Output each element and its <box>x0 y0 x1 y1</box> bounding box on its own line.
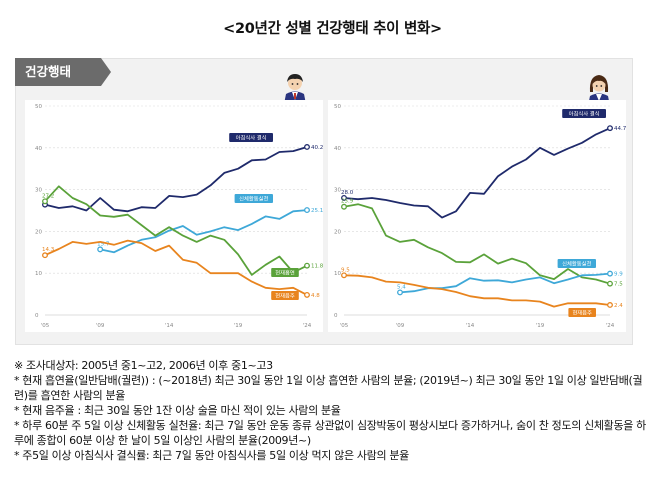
series-point <box>304 262 310 269</box>
series-line <box>399 272 611 294</box>
y-tick-label: 0 <box>35 313 39 319</box>
x-tick-label: '24 <box>303 323 312 329</box>
start-value-label: 14.3 <box>42 247 55 253</box>
y-tick-label: 30 <box>334 188 341 194</box>
y-tick-label: 0 <box>334 313 338 319</box>
series-point <box>607 280 613 287</box>
series-line <box>44 185 308 276</box>
end-value-label: 40.2 <box>311 145 323 151</box>
male-chart: 0 10 20 30 40 50 '05 '09 '14 '19 '24 40.2 25.1 15.7 11… <box>25 100 324 332</box>
series-name-box <box>234 194 273 203</box>
series-point <box>607 302 613 308</box>
note-smoking-definition: * 현재 흡연율(일반담배(궐련)) : (~2018년) 최근 30일 동안 … <box>14 374 643 402</box>
end-value-label: 9.9 <box>614 272 623 278</box>
page-title: <20년간 성별 건강행태 추이 변화> <box>223 21 442 37</box>
series-name-box <box>229 133 273 142</box>
y-tick-label: 10 <box>334 271 341 277</box>
series-point <box>42 252 48 259</box>
series-name-box <box>271 268 299 277</box>
female-line-chart: 0 10 20 30 40 50 '05 '09 '14 '19 '24 44.7 28.0 7.5 25.… <box>334 104 627 329</box>
series-name-label: 현재음주 <box>572 309 592 317</box>
series-line <box>343 203 611 285</box>
y-tick-label: 40 <box>35 146 42 152</box>
footnotes: ※ 조사대상자: 2005년 중1~고2, 2006년 이후 중1~고3 * 현… <box>14 358 654 463</box>
series-point <box>397 289 403 296</box>
series-line <box>343 274 611 308</box>
note-survey-target: ※ 조사대상자: 2005년 중1~고2, 2006년 이후 중1~고3 <box>14 359 273 372</box>
y-tick-label: 20 <box>35 229 42 235</box>
y-tick-label: 30 <box>35 188 42 194</box>
series-line <box>343 127 611 219</box>
series-name-label: 아침식사 결식 <box>569 110 600 118</box>
x-tick-label: '14 <box>466 323 475 329</box>
series-point <box>607 270 613 277</box>
note-drinking-definition: * 현재 음주율 : 최근 30일 동안 1잔 이상 술을 마신 적이 있는 사… <box>14 404 341 417</box>
end-value-label: 11.8 <box>311 264 323 270</box>
x-tick-label: '24 <box>606 323 615 329</box>
series-line <box>44 146 308 213</box>
end-value-label: 2.4 <box>614 303 623 309</box>
series-name-box <box>557 259 596 268</box>
series-point <box>42 198 48 205</box>
series-point <box>97 246 104 253</box>
y-tick-label: 50 <box>35 104 42 110</box>
x-tick-label: '09 <box>96 323 105 329</box>
y-tick-label: 40 <box>334 146 341 152</box>
series-name-box <box>271 291 299 300</box>
end-value-label: 25.1 <box>311 208 323 214</box>
y-tick-label: 50 <box>334 104 341 110</box>
series-point <box>304 144 310 150</box>
series-point <box>304 291 310 298</box>
series-line <box>44 239 308 296</box>
end-value-label: 44.7 <box>614 126 626 132</box>
start-value-label: 27.2 <box>42 193 54 199</box>
x-tick-label: '09 <box>396 323 405 329</box>
series-name-label: 신체활동실천 <box>562 260 591 268</box>
female-chart: 0 10 20 30 40 50 '05 '09 '14 '19 '24 44.7 28.0 7.5 25.… <box>328 100 627 332</box>
x-tick-label: '05 <box>41 323 50 329</box>
end-value-label: 7.5 <box>614 282 623 288</box>
boy-student-icon <box>280 70 310 104</box>
series-name-label: 현재흡연 <box>275 269 295 277</box>
series-name-box <box>568 308 596 317</box>
x-tick-label: '19 <box>536 323 545 329</box>
y-tick-label: 20 <box>334 229 341 235</box>
series-point <box>304 207 310 214</box>
start-value-label: 5.4 <box>397 284 406 290</box>
start-value-label: 28.0 <box>341 190 354 196</box>
series-name-label: 아침식사 결식 <box>236 134 267 142</box>
start-value-label: 15.7 <box>97 241 110 247</box>
series-name-label: 현재음주 <box>275 292 295 300</box>
x-tick-label: '19 <box>234 323 243 329</box>
series-point <box>607 125 613 132</box>
x-tick-label: '14 <box>165 323 174 329</box>
series-name-box <box>562 109 606 118</box>
start-value-label: 25.9 <box>341 199 354 205</box>
series-point <box>341 195 347 201</box>
x-tick-label: '05 <box>340 323 349 329</box>
note-breakfast-definition: * 주5일 이상 아침식사 결식률: 최근 7일 동안 아침식사를 5일 이상 … <box>14 449 409 462</box>
start-value-label: 9.5 <box>341 267 350 273</box>
note-activity-definition: * 하루 60분 주 5일 이상 신체활동 실천율: 최근 7일 동안 운동 종… <box>14 419 646 447</box>
male-line-chart: 0 10 20 30 40 50 '05 '09 '14 '19 '24 40.2 25.1 15.7 11… <box>35 104 324 329</box>
series-point <box>341 203 347 210</box>
y-tick-label: 10 <box>35 271 42 277</box>
panel-tag: 건강행태 <box>15 58 111 86</box>
end-value-label: 4.8 <box>311 293 320 299</box>
series-point <box>341 272 347 279</box>
series-name-label: 신체활동실천 <box>239 195 268 203</box>
